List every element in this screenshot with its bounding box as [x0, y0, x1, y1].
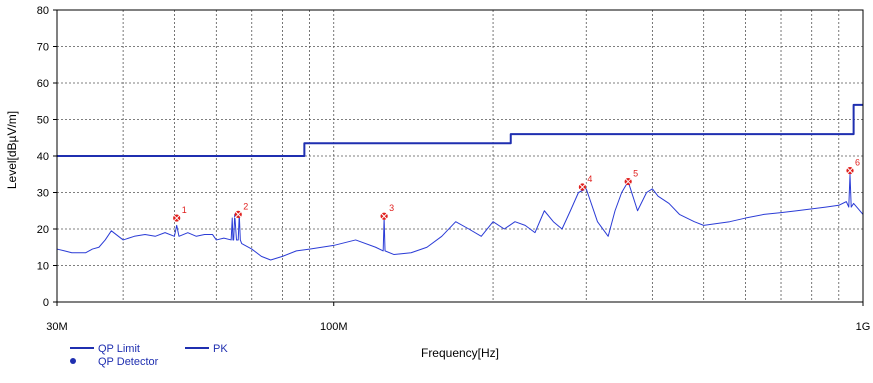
- marker-cross: [172, 214, 181, 222]
- qp-marker: 2: [234, 201, 248, 219]
- marker-cross: [234, 210, 243, 219]
- grid: [53, 9, 864, 306]
- x-tick-label: 30M: [46, 321, 67, 333]
- legend-label: QP Limit: [98, 343, 140, 355]
- qp-marker: 3: [380, 203, 394, 221]
- qp-marker: 4: [578, 174, 592, 191]
- y-tick-label: 10: [37, 261, 49, 273]
- x-tick-label: 1G: [856, 321, 871, 333]
- marker-label: 2: [243, 201, 248, 211]
- y-tick-label: 20: [37, 224, 49, 236]
- y-tick-label: 40: [37, 151, 49, 163]
- legend-entry: QP Limit: [70, 343, 140, 355]
- legend-label: PK: [213, 343, 228, 355]
- legend-label: QP Detector: [98, 356, 159, 368]
- marker-label: 1: [182, 205, 187, 215]
- marker-label: 6: [855, 158, 860, 168]
- legend-entry: PK: [185, 343, 228, 355]
- marker-cross: [578, 183, 587, 191]
- pk-trace-line: [56, 173, 864, 261]
- marker-cross: [624, 177, 633, 186]
- marker-label: 5: [633, 169, 638, 179]
- legend-dot-swatch: [70, 358, 76, 364]
- x-tick-labels: 30M 100M 1G: [46, 321, 870, 333]
- series-lines: [56, 103, 864, 261]
- marker-label: 3: [389, 203, 394, 213]
- legend: QP Limit PK QP Detector: [70, 343, 228, 368]
- y-tick-label: 80: [37, 5, 49, 17]
- x-tick-label: 100M: [320, 321, 348, 333]
- qp-limit-line: [57, 103, 863, 157]
- x-axis-label: Frequency[Hz]: [421, 346, 499, 360]
- legend-entry: QP Detector: [70, 356, 159, 368]
- qp-marker: 5: [624, 169, 638, 186]
- y-tick-label: 0: [43, 297, 49, 309]
- y-tick-label: 60: [37, 78, 49, 90]
- marker-label: 4: [587, 174, 592, 184]
- marker-cross: [846, 166, 854, 175]
- y-axis-label: Level[dBµV/m]: [5, 111, 19, 189]
- plot-frame: [56, 9, 864, 303]
- y-tick-label: 30: [37, 188, 49, 200]
- qp-marker: 1: [172, 205, 187, 222]
- y-tick-label: 50: [37, 115, 49, 127]
- qp-marker: 6: [846, 158, 860, 175]
- marker-cross: [380, 212, 388, 221]
- y-tick-label: 70: [37, 42, 49, 54]
- qp-markers: 1 2 3 4 5 6: [172, 158, 860, 222]
- y-tick-labels: 0 10 20 30 40 50 60 70 80: [37, 5, 49, 309]
